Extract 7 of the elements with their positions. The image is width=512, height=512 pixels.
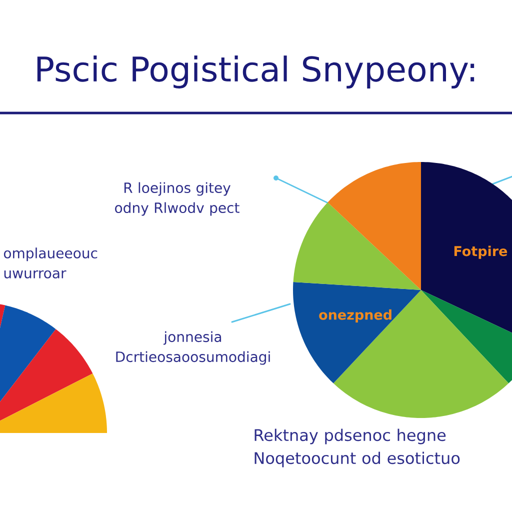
- slice-label: onezpned: [319, 309, 392, 322]
- slice-label: Fotpire: [454, 246, 508, 259]
- text: Rektnay pdsenoc hegne Noqetoocunt od esotictuo: [254, 428, 460, 468]
- text: jonnesia Dcrtieosaoosumodiagi: [116, 331, 270, 365]
- chart-title: Pscic Pogistical Snypeony:: [37, 56, 474, 88]
- text: R loejinos gitey odny Rlwodv pect: [115, 182, 240, 216]
- text: omplaueeouc uwurroar: [4, 248, 98, 278]
